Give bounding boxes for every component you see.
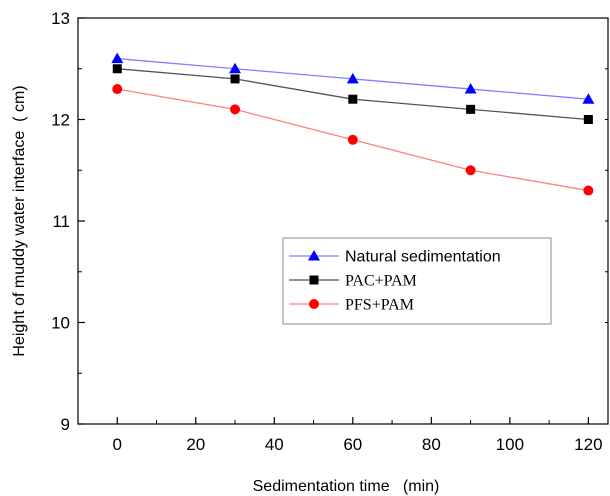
data-point [112, 64, 122, 74]
y-tick-label: 9 [61, 415, 70, 434]
series-square [112, 64, 593, 124]
x-tick-label: 120 [574, 435, 602, 454]
data-point [230, 104, 241, 115]
data-point [465, 165, 476, 176]
y-tick-label: 10 [51, 314, 70, 333]
x-axis-label: Sedimentation time (min) [253, 478, 440, 495]
data-point [346, 72, 359, 84]
y-axis-label: Height of muddy water interface ( cm) [11, 85, 28, 356]
legend-marker [309, 275, 319, 285]
series-layer [111, 52, 595, 196]
plot-frame [77, 17, 609, 425]
data-point [348, 94, 358, 104]
x-tick-label: 80 [422, 435, 441, 454]
x-tick-label: 20 [186, 435, 205, 454]
x-axis: 0 20 40 60 80 100 120 [113, 417, 603, 454]
y-axis: 9 10 11 12 13 [51, 9, 85, 434]
data-point [583, 115, 593, 124]
legend-box [282, 237, 552, 325]
data-point [230, 74, 240, 84]
legend-marker [309, 299, 319, 309]
data-point [229, 62, 242, 74]
legend: Natural sedimentation PAC+PAM PFS+PAM [282, 237, 552, 325]
series-circle [112, 84, 594, 196]
x-tick-label: 100 [496, 435, 524, 454]
data-point [466, 104, 476, 114]
data-point [111, 52, 124, 64]
series-triangle [111, 52, 595, 104]
legend-label: PAC+PAM [345, 273, 417, 290]
data-point [112, 84, 123, 95]
legend-entry: PAC+PAM [289, 273, 417, 290]
data-point [347, 134, 358, 145]
legend-label: PFS+PAM [345, 297, 414, 314]
y-tick-label: 12 [51, 111, 70, 130]
data-point [464, 83, 477, 94]
x-tick-label: 0 [113, 435, 122, 454]
legend-entry: PFS+PAM [289, 297, 414, 314]
x-tick-label: 40 [265, 435, 284, 454]
y-tick-label: 11 [52, 212, 70, 231]
legend-marker [308, 250, 320, 261]
right-edge-marks [605, 68, 608, 323]
data-point [582, 93, 595, 104]
legend-entry: Natural sedimentation [289, 249, 501, 266]
x-tick-label: 60 [343, 435, 362, 454]
data-point [583, 185, 594, 196]
legend-label: Natural sedimentation [345, 249, 501, 266]
y-tick-label: 13 [51, 9, 70, 28]
